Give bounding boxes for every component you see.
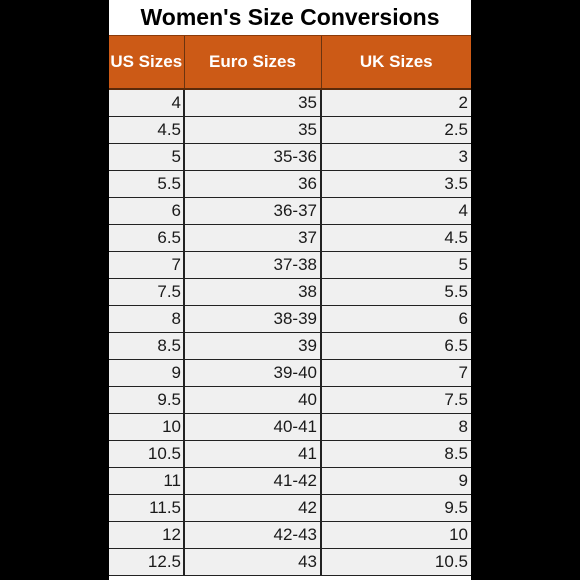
euro-size-cell: 35: [183, 116, 321, 144]
euro-size-cell: 41: [183, 440, 321, 468]
uk-size-cell: 2.5: [320, 116, 471, 144]
uk-size-cell: 10.5: [320, 548, 471, 576]
uk-size-cell: 2: [320, 89, 471, 117]
table-row: 5 35-36 3: [109, 143, 471, 171]
table-row: 8.5 39 6.5: [109, 332, 471, 360]
us-size-cell: 5: [109, 143, 184, 171]
table-row: 4 35 2: [109, 89, 471, 117]
us-size-cell: 7.5: [109, 278, 184, 306]
us-size-cell: 11: [109, 467, 184, 495]
euro-size-cell: 42: [183, 494, 321, 522]
table-row: 11 41-42 9: [109, 467, 471, 495]
table-row: 10.5 41 8.5: [109, 440, 471, 468]
us-size-cell: 4: [109, 89, 184, 117]
euro-size-cell: 38: [183, 278, 321, 306]
header-us-sizes: US Sizes: [109, 35, 184, 90]
uk-size-cell: 9: [320, 467, 471, 495]
us-size-cell: 10: [109, 413, 184, 441]
uk-size-cell: 7: [320, 359, 471, 387]
uk-size-cell: 8: [320, 413, 471, 441]
uk-size-cell: 10: [320, 521, 471, 549]
table-row: 4.5 35 2.5: [109, 116, 471, 144]
us-size-cell: 10.5: [109, 440, 184, 468]
us-size-cell: 6.5: [109, 224, 184, 252]
table-row: 6.5 37 4.5: [109, 224, 471, 252]
us-size-cell: 8.5: [109, 332, 184, 360]
table-row: 9.5 40 7.5: [109, 386, 471, 414]
us-size-cell: 12.5: [109, 548, 184, 576]
uk-size-cell: 9.5: [320, 494, 471, 522]
euro-size-cell: 37: [183, 224, 321, 252]
us-size-cell: 7: [109, 251, 184, 279]
euro-size-cell: 35-36: [183, 143, 321, 171]
euro-size-cell: 40-41: [183, 413, 321, 441]
us-size-cell: 8: [109, 305, 184, 333]
euro-size-cell: 36-37: [183, 197, 321, 225]
us-size-cell: 12: [109, 521, 184, 549]
us-size-cell: 4.5: [109, 116, 184, 144]
header-uk-sizes: UK Sizes: [320, 35, 471, 90]
table-row: 12 42-43 10: [109, 521, 471, 549]
table-row: 12.5 43 10.5: [109, 548, 471, 576]
euro-size-cell: 37-38: [183, 251, 321, 279]
euro-size-cell: 41-42: [183, 467, 321, 495]
table-row: 10 40-41 8: [109, 413, 471, 441]
euro-size-cell: 38-39: [183, 305, 321, 333]
uk-size-cell: 5.5: [320, 278, 471, 306]
uk-size-cell: 5: [320, 251, 471, 279]
uk-size-cell: 3: [320, 143, 471, 171]
header-euro-sizes: Euro Sizes: [183, 35, 321, 90]
euro-size-cell: 43: [183, 548, 321, 576]
table-row: 5.5 36 3.5: [109, 170, 471, 198]
euro-size-cell: 40: [183, 386, 321, 414]
us-size-cell: 5.5: [109, 170, 184, 198]
euro-size-cell: 39-40: [183, 359, 321, 387]
table-row: 7 37-38 5: [109, 251, 471, 279]
uk-size-cell: 4: [320, 197, 471, 225]
us-size-cell: 6: [109, 197, 184, 225]
uk-size-cell: 6.5: [320, 332, 471, 360]
uk-size-cell: 7.5: [320, 386, 471, 414]
table-row: 9 39-40 7: [109, 359, 471, 387]
uk-size-cell: 4.5: [320, 224, 471, 252]
table-row: 7.5 38 5.5: [109, 278, 471, 306]
uk-size-cell: 8.5: [320, 440, 471, 468]
header-row: US Sizes Euro Sizes UK Sizes: [109, 35, 471, 90]
us-size-cell: 9.5: [109, 386, 184, 414]
table-body: 4 35 2 4.5 35 2.5 5 35-36 3 5.5 36 3.5 6 36-37 4 6.5 37 4…: [109, 89, 471, 576]
uk-size-cell: 3.5: [320, 170, 471, 198]
euro-size-cell: 35: [183, 89, 321, 117]
chart-title: Women's Size Conversions: [109, 0, 471, 35]
us-size-cell: 9: [109, 359, 184, 387]
table-row: 6 36-37 4: [109, 197, 471, 225]
uk-size-cell: 6: [320, 305, 471, 333]
euro-size-cell: 42-43: [183, 521, 321, 549]
table-row: 11.5 42 9.5: [109, 494, 471, 522]
table-row: 8 38-39 6: [109, 305, 471, 333]
size-conversion-table: US Sizes Euro Sizes UK Sizes 4 35 2 4.5 35 2.…: [109, 35, 471, 576]
us-size-cell: 11.5: [109, 494, 184, 522]
euro-size-cell: 36: [183, 170, 321, 198]
size-chart-sheet: Women's Size Conversions US Sizes Euro S…: [109, 0, 471, 580]
euro-size-cell: 39: [183, 332, 321, 360]
